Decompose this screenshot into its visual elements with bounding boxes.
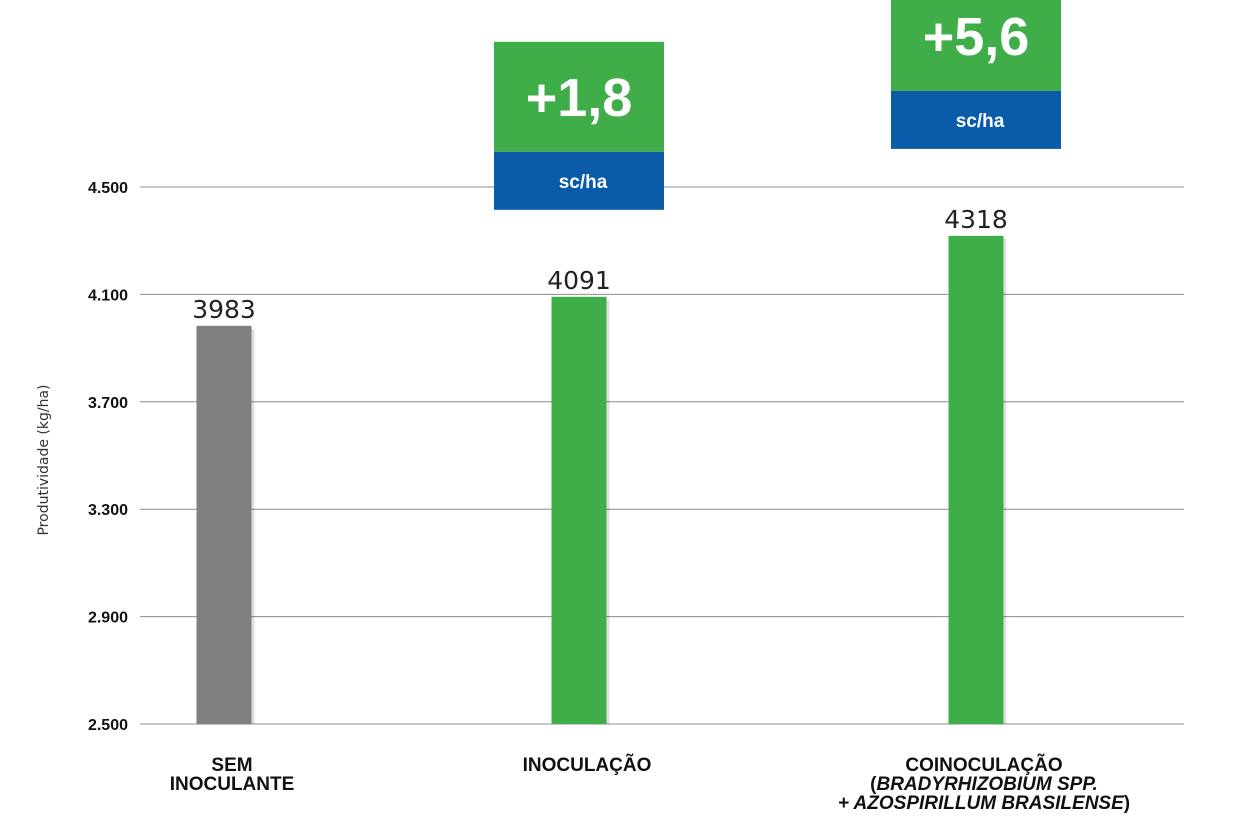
gain-value: +1,8 bbox=[526, 68, 633, 128]
gain-unit: sc/ha bbox=[559, 172, 608, 193]
bar bbox=[948, 235, 1004, 724]
y-axis-label: Produtividade (kg/ha) bbox=[36, 384, 52, 535]
gain-badge-bottom bbox=[494, 151, 664, 210]
category-label-line: SEM bbox=[211, 755, 252, 776]
y-tick-label: 4.500 bbox=[88, 180, 128, 197]
category-label-part: COINOCULAÇÃO bbox=[905, 754, 1062, 776]
gain-value: +5,6 bbox=[923, 7, 1030, 67]
y-axis-ticks: 2.500 2.900 3.300 3.700 4.100 4.500 bbox=[88, 180, 128, 734]
gain-badge-bottom bbox=[891, 90, 1061, 149]
category-label-line: + AZOSPIRILLUM BRASILENSE) bbox=[838, 793, 1130, 814]
bar-value-label: 3983 bbox=[192, 295, 256, 324]
value-labels: 3983 4091 4318 bbox=[192, 205, 1008, 324]
category-label-part: INOCULAÇÃO bbox=[523, 754, 652, 776]
category-label-part: + AZOSPIRILLUM BRASILENSE bbox=[838, 793, 1125, 814]
y-tick-label: 2.900 bbox=[88, 610, 128, 627]
bar-value-label: 4318 bbox=[944, 205, 1008, 234]
category-label-line: COINOCULAÇÃO bbox=[905, 754, 1062, 776]
category-label-part: BRADYRHIZOBIUM SPP. bbox=[876, 774, 1097, 795]
bar-value-label: 4091 bbox=[547, 266, 611, 295]
category-label: COINOCULAÇÃO(BRADYRHIZOBIUM SPP.+ AZOSPI… bbox=[838, 754, 1130, 814]
y-tick-label: 2.500 bbox=[88, 717, 128, 734]
y-tick-label: 4.100 bbox=[88, 287, 128, 304]
gain-unit: sc/ha bbox=[956, 111, 1005, 132]
category-label: INOCULAÇÃO bbox=[523, 754, 652, 776]
gain-badge: +5,6 sc/ha bbox=[891, 0, 1061, 149]
bar bbox=[551, 296, 607, 724]
category-label-part: SEM bbox=[211, 755, 252, 776]
category-label-part: ( bbox=[870, 774, 877, 795]
category-label-line: (BRADYRHIZOBIUM SPP. bbox=[870, 774, 1098, 795]
grid-lines bbox=[140, 186, 1184, 725]
category-label-part: INOCULANTE bbox=[170, 774, 295, 795]
bar bbox=[196, 325, 252, 724]
gain-badge: +1,8 sc/ha bbox=[494, 41, 664, 210]
gain-badges: +1,8 sc/ha +5,6 sc/ha bbox=[494, 0, 1061, 210]
y-tick-label: 3.300 bbox=[88, 502, 128, 519]
category-label-line: INOCULANTE bbox=[170, 774, 295, 795]
gain-badge-top bbox=[891, 0, 1061, 91]
bars bbox=[196, 235, 1007, 724]
category-label-part: ) bbox=[1124, 793, 1130, 814]
gain-badge-top bbox=[494, 41, 664, 152]
y-tick-label: 3.700 bbox=[88, 395, 128, 412]
category-label-line: INOCULAÇÃO bbox=[523, 754, 652, 776]
